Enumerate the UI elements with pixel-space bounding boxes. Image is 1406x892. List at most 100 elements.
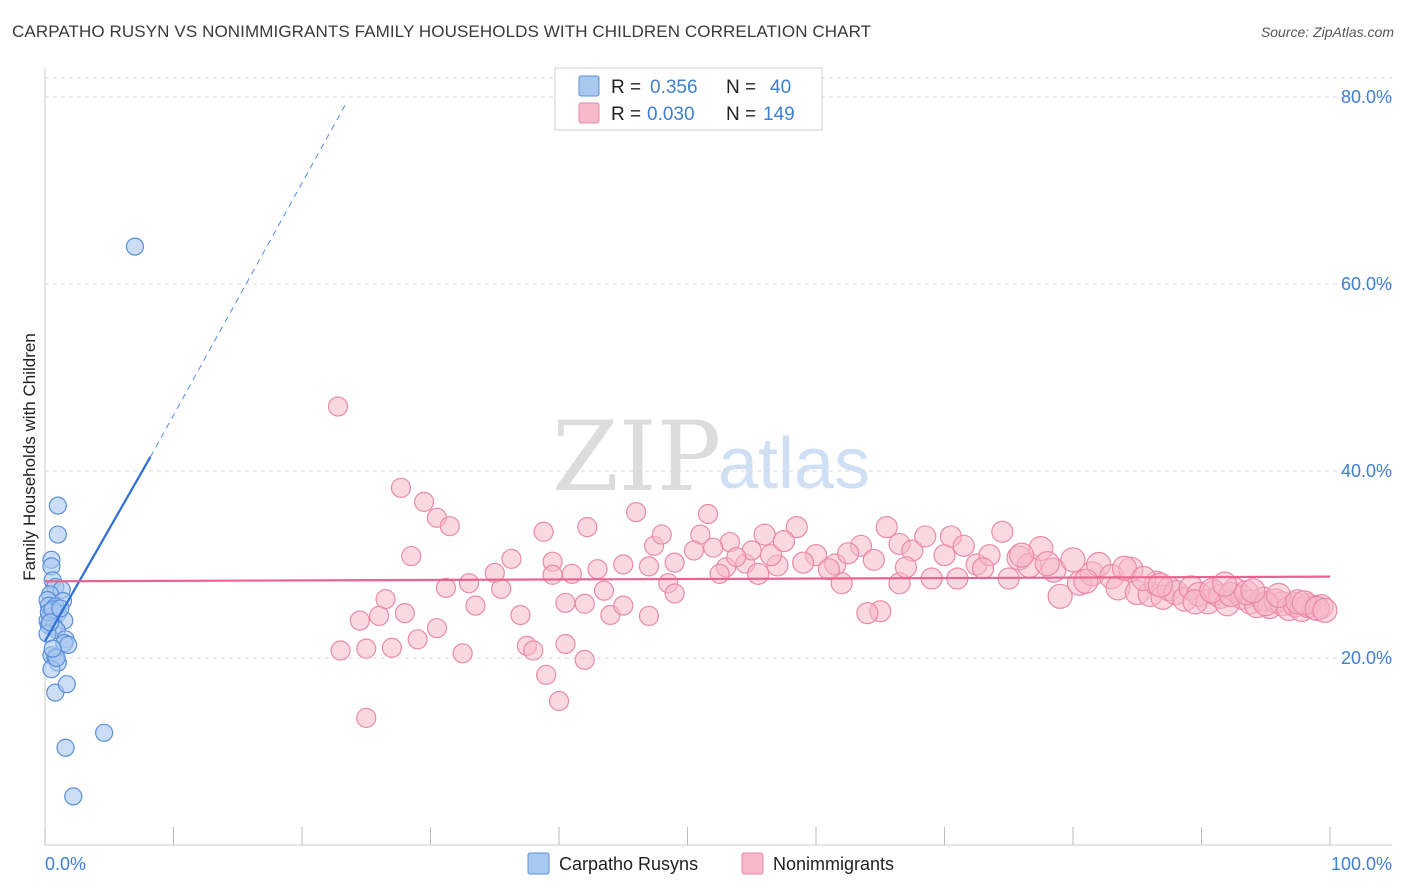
watermark: ZIP atlas [552, 401, 870, 513]
nonimmigrants-point-24 [501, 548, 522, 569]
carpatho-rusyns-point-32 [95, 723, 114, 742]
nonimmigrants-point-131 [1008, 542, 1035, 568]
nonimmigrants-point-29 [394, 603, 415, 624]
nonimmigrants-point-124 [772, 530, 795, 553]
x-tick-label-max: 100.0% [1331, 854, 1392, 874]
nonimmigrants-point-56 [548, 690, 570, 712]
nonimmigrants-point-17 [683, 540, 705, 561]
nonimmigrants-point-2 [413, 491, 435, 512]
bottom-legend-label-nonimmigrants: Nonimmigrants [773, 854, 894, 874]
nonimmigrants-point-6 [533, 521, 554, 542]
legend-swatch-blue [578, 75, 600, 97]
nonimmigrants-point-18 [664, 552, 685, 573]
carpatho-rusyns-point-2 [48, 525, 67, 544]
nonimmigrants-point-82 [1047, 583, 1073, 609]
nonimmigrants-point-39 [510, 604, 531, 626]
axes [44, 68, 1392, 846]
legend-swatch-pink [578, 102, 600, 124]
carpatho-rusyns-point-0 [125, 237, 145, 256]
y-tick-label-20: 20.0% [1341, 648, 1392, 668]
nonimmigrants-point-34 [381, 637, 403, 658]
legend-n-value-1: 40 [770, 77, 791, 98]
nonimmigrants-point-133 [1073, 568, 1099, 594]
nonimmigrants-point-54 [452, 643, 473, 664]
trendlines [44, 101, 1331, 642]
legend-r-label-1: R = [611, 77, 641, 98]
nonimmigrants-point-12 [697, 503, 719, 525]
nonimmigrants-point-66 [875, 515, 898, 539]
carpatho-rusyns-point-33 [64, 787, 83, 806]
nonimmigrants-point-37 [465, 595, 486, 616]
carpatho-rusyns-point-39 [43, 639, 62, 658]
y-tick-label-40: 40.0% [1341, 461, 1392, 481]
nonimmigrants-point-28 [375, 588, 396, 610]
chart-title: CARPATHO RUSYN VS NONIMMIGRANTS FAMILY H… [12, 22, 872, 41]
y-axis-title: Family Households with Children [20, 333, 39, 581]
nonimmigrants-point-38 [491, 578, 512, 599]
bottom-legend-swatch-blue [527, 852, 550, 875]
nonimmigrants-point-32 [407, 629, 428, 650]
nonimmigrants-point-41 [523, 640, 544, 661]
nonimmigrants-point-33 [426, 617, 448, 639]
nonimmigrants-point-127 [837, 542, 860, 565]
nonimmigrants-point-44 [574, 593, 595, 614]
nonimmigrants-point-43 [555, 592, 576, 613]
carpatho-rusyns-points [38, 237, 145, 806]
nonimmigrants-trendline [44, 575, 1331, 583]
nonimmigrants-point-19 [638, 556, 660, 577]
nonimmigrants-point-1 [390, 477, 412, 498]
nonimmigrants-point-47 [613, 595, 634, 616]
nonimmigrants-point-122 [792, 551, 815, 574]
nonimmigrants-point-45 [593, 580, 615, 601]
nonimmigrants-point-148 [1212, 571, 1238, 597]
nonimmigrants-point-20 [613, 554, 634, 575]
source-label: Source: ZipAtlas.com [1260, 24, 1394, 40]
nonimmigrants-point-126 [703, 537, 724, 558]
legend-r-label-2: R = [611, 104, 641, 125]
nonimmigrants-point-123 [817, 558, 840, 581]
legend-n-label-1: N = [726, 77, 756, 98]
carpatho-rusyns-point-36 [51, 599, 70, 618]
x-tick-label-min: 0.0% [45, 854, 86, 874]
watermark-atlas: atlas [718, 424, 870, 504]
nonimmigrants-point-5 [401, 545, 422, 567]
nonimmigrants-point-42 [542, 564, 563, 585]
nonimmigrants-point-136 [1147, 572, 1173, 598]
carpatho-rusyns-trendline-extension [149, 101, 348, 458]
nonimmigrants-point-76 [991, 520, 1014, 543]
y-tick-label-60: 60.0% [1341, 274, 1392, 294]
nonimmigrants-point-51 [536, 664, 557, 685]
watermark-zip: ZIP [552, 401, 721, 513]
nonimmigrants-point-35 [356, 638, 377, 659]
nonimmigrants-point-36 [330, 640, 351, 661]
nonimmigrants-point-58 [753, 523, 776, 546]
nonimmigrants-point-26 [458, 573, 480, 594]
bottom-legend: Carpatho Rusyns Nonimmigrants [527, 852, 894, 875]
nonimmigrants-point-27 [435, 577, 457, 598]
carpatho-rusyns-point-31 [56, 738, 75, 757]
nonimmigrants-point-4 [439, 516, 460, 537]
nonimmigrants-point-69 [914, 525, 937, 548]
legend-r-value-1: 0.356 [650, 77, 698, 98]
legend: R = 0.356 N = 40 R = 0.030 N = 149 [554, 67, 823, 131]
nonimmigrants-point-121 [759, 544, 783, 567]
nonimmigrants-point-60 [785, 515, 808, 539]
legend-n-value-2: 149 [763, 104, 795, 125]
x-ticks [44, 827, 1331, 845]
nonimmigrants-point-55 [356, 707, 377, 728]
carpatho-rusyns-point-30 [57, 675, 76, 694]
y-tick-label-80: 80.0% [1341, 87, 1392, 107]
nonimmigrants-point-7 [577, 516, 598, 538]
bottom-legend-label-carpatho-rusyns: Carpatho Rusyns [559, 854, 698, 874]
nonimmigrants-point-125 [726, 546, 747, 568]
carpatho-rusyns-point-1 [48, 496, 67, 515]
nonimmigrants-point-50 [664, 583, 685, 604]
nonimmigrants-point-118 [856, 602, 879, 625]
nonimmigrants-point-0 [327, 396, 349, 417]
bottom-legend-swatch-pink [741, 852, 764, 875]
nonimmigrants-point-30 [369, 605, 390, 627]
nonimmigrants-point-147 [1240, 578, 1266, 604]
nonimmigrants-point-71 [933, 544, 956, 567]
nonimmigrants-point-53 [574, 649, 595, 670]
